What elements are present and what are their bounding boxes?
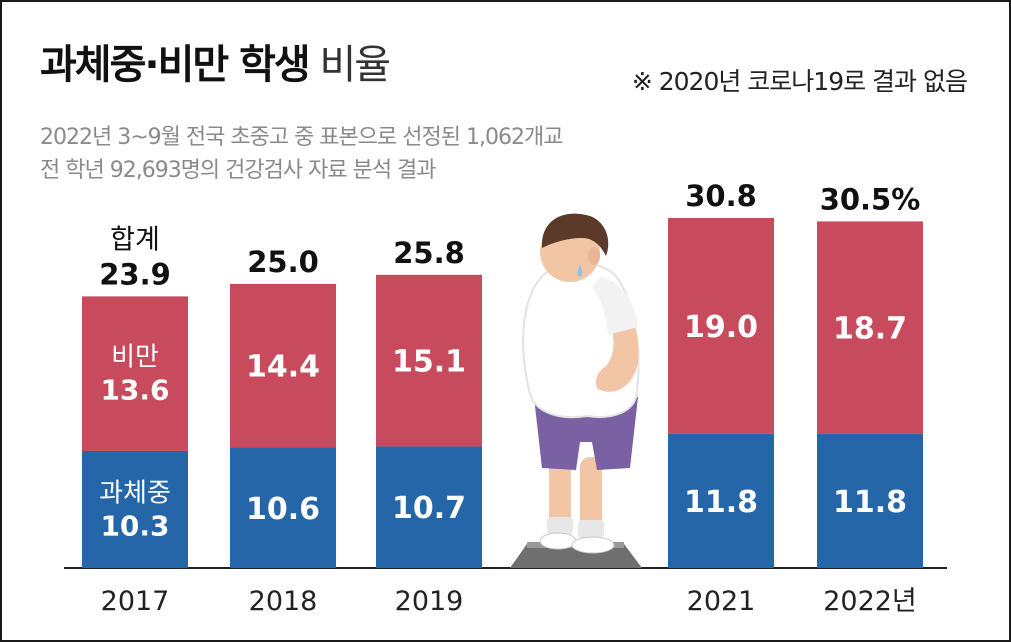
person-sock-left bbox=[547, 517, 573, 535]
data-label-overweight-4: 11.8 bbox=[833, 485, 907, 520]
data-label-overweight-0: 10.3 bbox=[100, 509, 169, 542]
person-leg-left bbox=[549, 457, 571, 532]
subtitle-line-2: 전 학년 92,693명의 건강검사 자료 분석 결과 bbox=[40, 158, 437, 183]
total-label-1: 25.0 bbox=[247, 245, 319, 279]
bar-overweight-0 bbox=[82, 450, 188, 568]
x-tick-1: 2018 bbox=[249, 586, 318, 617]
total-label-0: 23.9 bbox=[99, 257, 171, 291]
data-label-obese-3: 19.0 bbox=[684, 310, 758, 345]
title-bold: 과체중·비만 학생 bbox=[40, 42, 311, 88]
legend-label-overweight: 과체중 bbox=[99, 478, 171, 508]
bar-obese-1 bbox=[230, 283, 336, 448]
person-sweat-drop bbox=[577, 264, 583, 277]
legend-label-obese: 비만 bbox=[111, 343, 159, 373]
person-illustration bbox=[522, 213, 640, 554]
data-label-obese-2: 15.1 bbox=[392, 345, 466, 380]
x-tick-3: 2021 bbox=[687, 586, 756, 617]
data-label-overweight-3: 11.8 bbox=[684, 485, 758, 520]
bar-obese-2 bbox=[376, 274, 482, 447]
person-sock-right bbox=[578, 520, 604, 538]
bar-overweight-4 bbox=[817, 433, 923, 568]
bar-obese-0 bbox=[82, 296, 188, 451]
data-label-obese-0: 13.6 bbox=[100, 374, 169, 407]
total-label-3: 30.8 bbox=[685, 179, 757, 213]
person-ear bbox=[588, 247, 600, 265]
bar-obese-3 bbox=[668, 218, 774, 434]
bar-overweight-2 bbox=[376, 446, 482, 568]
bar-overweight-1 bbox=[230, 447, 336, 568]
total-label-2: 25.8 bbox=[393, 236, 465, 270]
data-label-overweight-2: 10.7 bbox=[392, 491, 466, 526]
person-shoe-right bbox=[571, 536, 615, 554]
data-label-overweight-1: 10.6 bbox=[246, 492, 320, 527]
person-shoe-left bbox=[539, 532, 577, 550]
bar-overweight-3 bbox=[668, 433, 774, 568]
person-sleeve bbox=[592, 277, 638, 335]
bar-obese-4 bbox=[817, 221, 923, 434]
person-leg-right bbox=[580, 457, 602, 535]
total-caption: 합계 bbox=[110, 224, 160, 255]
x-tick-2: 2019 bbox=[395, 586, 464, 617]
data-label-obese-1: 14.4 bbox=[246, 350, 320, 385]
subtitle-line-1: 2022년 3~9월 전국 초중고 중 표본으로 선정된 1,062개교 bbox=[40, 125, 563, 150]
chart-title: 과체중·비만 학생 비율 bbox=[40, 32, 391, 90]
x-tick-0: 2017 bbox=[101, 586, 170, 617]
total-label-4: 30.5% bbox=[820, 182, 921, 216]
person-hair bbox=[542, 213, 609, 256]
data-label-obese-4: 18.7 bbox=[833, 312, 907, 347]
title-light: 비율 bbox=[308, 42, 391, 88]
chart-note: ※ 2020년 코로나19로 결과 없음 bbox=[631, 67, 968, 96]
x-tick-4: 2022년 bbox=[823, 586, 917, 617]
